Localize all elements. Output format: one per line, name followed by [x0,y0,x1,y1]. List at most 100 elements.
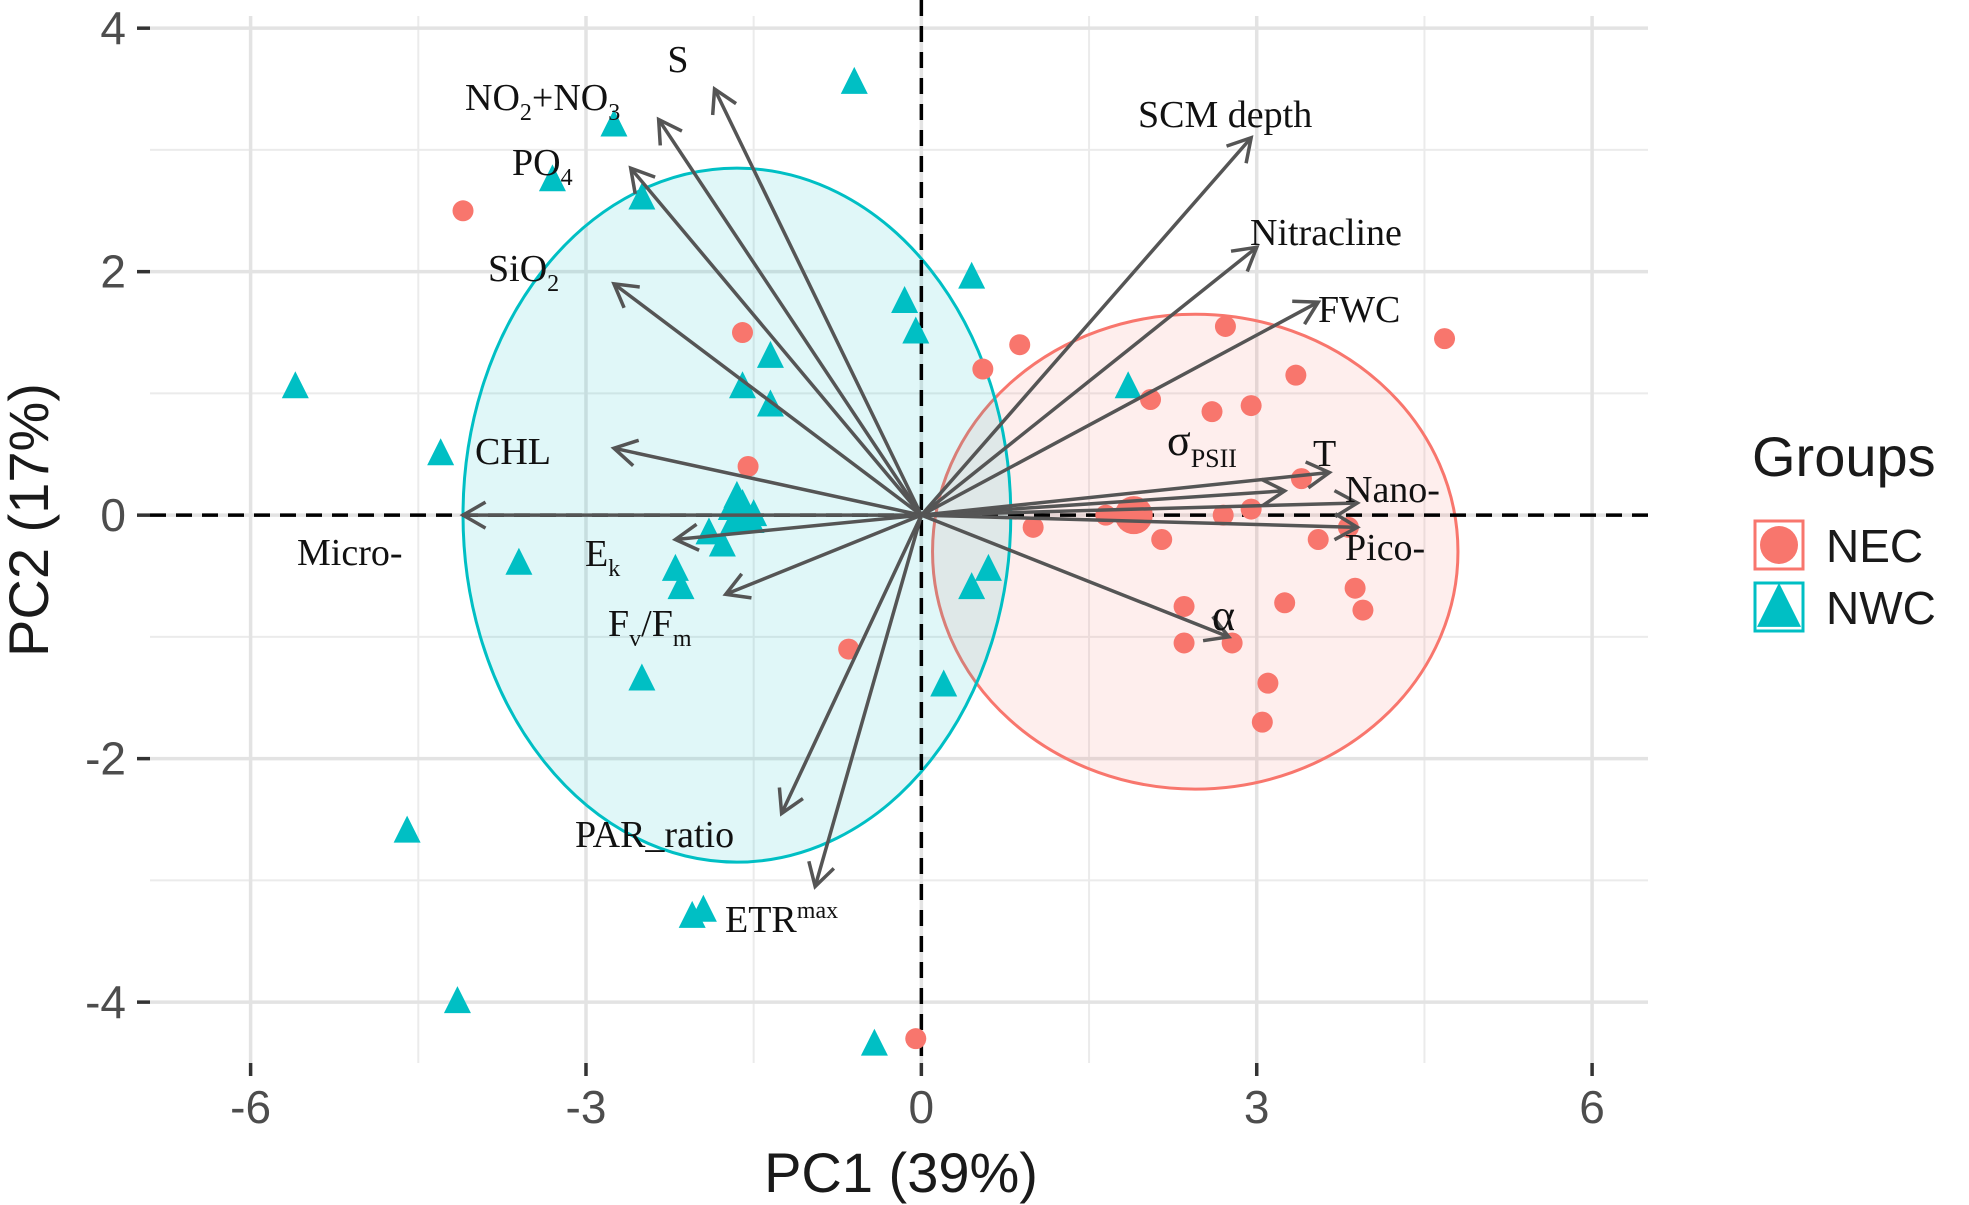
legend-key-circle [1760,526,1798,564]
y-tick-label: -2 [85,733,126,785]
arrow-shaft [813,514,924,887]
loading-label: Nano- [1345,469,1440,511]
legend-label: NEC [1826,520,1923,572]
arrow-head [722,572,752,600]
y-axis-title: PC2 (17%) [0,383,60,657]
point-nec [1307,529,1329,550]
arrow-head [777,787,804,817]
loading-arrow [920,513,1233,643]
loading-arrow [921,477,1289,517]
loading-arrow [777,514,923,817]
loading-label-text: SCM depth [1138,94,1312,136]
loading-arrow [710,85,923,516]
arrow-head [1260,477,1289,507]
arrow-head [610,438,640,467]
loading-label-subscript: v [629,626,641,652]
point-nwc [1114,371,1142,399]
point-nec [972,358,994,380]
loading-label: ETRmax [725,898,838,941]
point-nec [1173,595,1195,617]
loading-label-text: Pico- [1345,527,1425,569]
arrow-head [1202,615,1233,643]
loading-arrow [807,514,924,890]
loading-arrow [921,512,1361,542]
axes: -6 -3 0 3 6 -4 -2 0 2 4 [85,2,1605,1133]
point-nec [1009,334,1031,356]
loading-label-text: T [1313,433,1336,475]
arrow-shaft [657,118,923,517]
point-nec [1251,711,1273,733]
point-nwc [902,316,930,344]
point-nec [1095,504,1117,526]
point-nwc [661,553,689,581]
loading-label-text: σ [1167,416,1191,465]
loading-label-subscript: 3 [608,100,620,126]
y-tick-label: 2 [100,246,126,298]
point-nec [1022,516,1044,538]
point-nec [1274,592,1296,614]
loading-arrow [920,135,1254,517]
point-nwc [756,340,784,368]
loading-label-text: Micro- [297,532,403,574]
x-tick-label: -3 [566,1081,607,1133]
loading-arrow [920,299,1322,517]
point-nec [1214,315,1236,337]
legend-title: Groups [1752,425,1936,488]
loading-label-text: NO [465,77,520,119]
arrow-head [1304,460,1333,490]
point-nec [1344,577,1366,599]
x-tick-label: 6 [1579,1081,1605,1133]
centroid-nec [1114,496,1153,535]
legend-key-triangle [1757,582,1801,627]
loading-label: CHL [475,431,551,473]
arrow-shaft [712,88,923,516]
point-nwc [600,109,628,137]
point-nwc [281,371,309,399]
loading-arrow [921,489,1361,519]
arrow-head [459,500,487,530]
y-tick-label: 4 [100,2,126,54]
point-nwc [628,182,656,210]
loading-label-text: S [667,39,688,81]
loading-label-subscript: m [673,626,692,652]
x-axis-title: PC1 (39%) [764,1141,1038,1204]
point-nec [737,455,759,477]
arrow-shaft [675,513,922,542]
loading-arrows [459,85,1361,890]
arrow-head [1292,299,1322,326]
loading-label: σPSII [1167,416,1237,473]
arrow-head [710,85,738,116]
point-nwc [628,663,656,691]
loading-arrow [628,165,923,517]
y-tick-label: -4 [85,976,126,1028]
point-nec [452,200,474,222]
point-nec [838,638,860,660]
loading-arrow [611,281,923,517]
x-tick-label: 0 [909,1081,935,1133]
ellipse-nec [931,312,1460,791]
arrow-shaft [725,513,923,596]
y-tick-label: 0 [100,489,126,541]
point-nwc [443,986,471,1014]
loading-label: Pico- [1345,527,1425,569]
loading-label-subscript: PSII [1191,444,1237,473]
arrow-shaft [920,513,1230,639]
point-nwc [667,572,695,600]
arrow-shaft [921,501,1358,517]
point-nwc [974,553,1002,581]
centroid-nwc [720,489,765,533]
loading-label-text: SiO [488,248,547,290]
arrow-head [671,522,700,552]
loading-arrow [722,513,923,600]
loading-arrow [671,513,922,552]
arrow-head [1333,489,1361,519]
point-nec [1201,401,1223,423]
arrow-shaft [612,282,923,517]
loading-label-subscript: 2 [547,271,559,297]
loading-label-text: CHL [475,431,551,473]
point-nec [905,1028,927,1050]
point-nwc [891,286,919,314]
loading-label: α [1212,591,1235,640]
